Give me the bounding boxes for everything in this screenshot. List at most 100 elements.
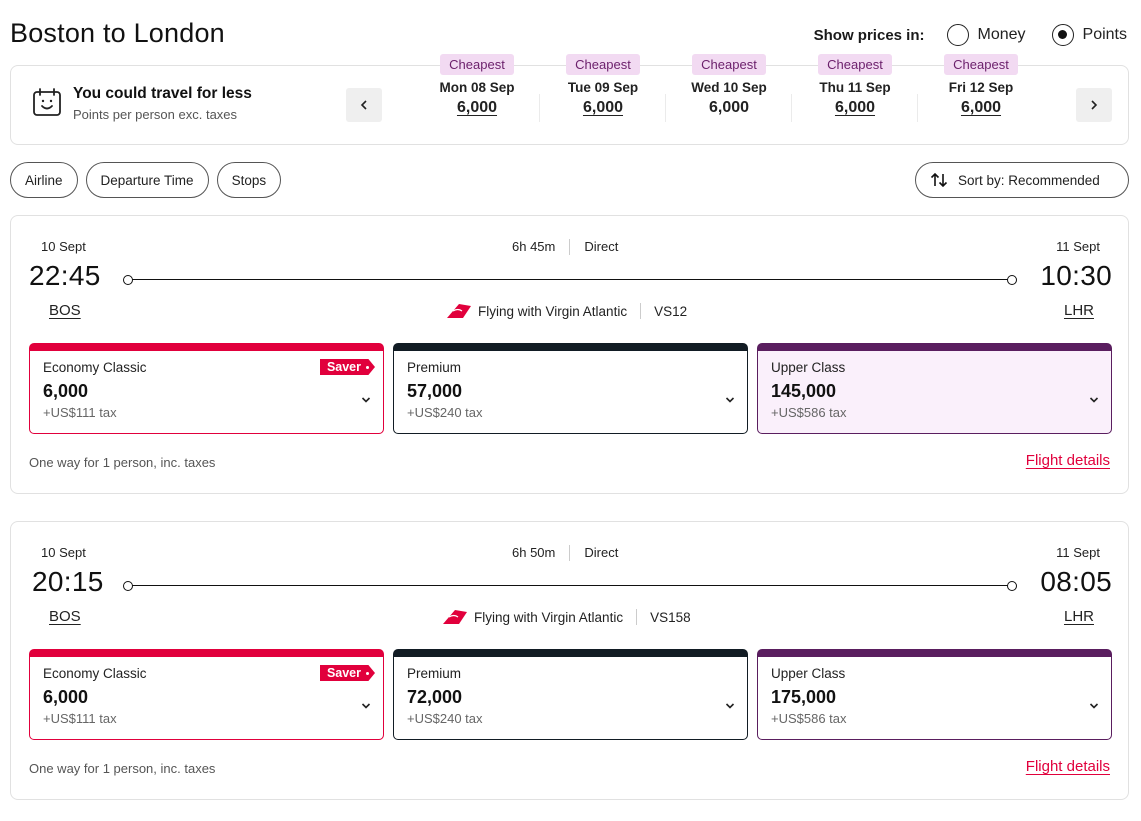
date-option-mon-08-sep[interactable]: Cheapest Mon 08 Sep 6,000	[414, 54, 540, 134]
fare-options: Economy Classic Saver 6,000 +US$111 tax …	[29, 343, 1112, 434]
fare-tax: +US$586 tax	[771, 711, 847, 726]
date-option-thu-11-sep[interactable]: Cheapest Thu 11 Sep 6,000	[792, 54, 918, 134]
fare-points: 6,000	[43, 381, 89, 401]
money-radio[interactable]	[946, 24, 969, 46]
airline-info: Flying with Virgin Atlantic VS158	[442, 608, 691, 626]
fare-tax: +US$111 tax	[43, 711, 117, 726]
fare-name: Premium	[407, 666, 462, 681]
chevron-down-icon	[1089, 397, 1099, 403]
travel-less-subtitle: Points per person exc. taxes	[73, 107, 238, 122]
previous-dates-button[interactable]	[346, 88, 382, 122]
upper-class-fare[interactable]: Upper Class 145,000 +US$586 tax	[757, 343, 1112, 434]
divider	[636, 609, 638, 625]
chevron-down-icon	[725, 397, 735, 403]
fare-tax: +US$111 tax	[43, 405, 117, 420]
cheapest-badge: Cheapest	[818, 54, 892, 75]
fare-tax: +US$240 tax	[407, 405, 483, 420]
divider	[569, 545, 571, 561]
travel-less-title: You could travel for less	[73, 85, 252, 102]
fare-points: 72,000	[407, 687, 463, 707]
arrival-time: 08:05	[1040, 566, 1112, 597]
date-option-wed-10-sep[interactable]: Cheapest Wed 10 Sep 6,000	[666, 54, 792, 134]
stops-filter-button[interactable]: Stops	[216, 162, 282, 198]
date-label: Wed 10 Sep	[691, 80, 767, 95]
economy-classic-fare[interactable]: Economy Classic Saver 6,000 +US$111 tax	[29, 649, 384, 740]
flight-details-link[interactable]: Flight details	[1025, 758, 1110, 775]
premium-fare[interactable]: Premium 72,000 +US$240 tax	[393, 649, 748, 740]
sort-label: Sort by: Recommended	[958, 172, 1100, 188]
date-option-fri-12-sep[interactable]: Cheapest Fri 12 Sep 6,000	[918, 54, 1044, 134]
points-radio[interactable]	[1051, 24, 1074, 46]
departure-time: 20:15	[32, 566, 104, 597]
arrival-airport-link[interactable]: LHR	[1063, 302, 1094, 319]
departure-airport-link[interactable]: BOS	[49, 608, 81, 625]
fare-points: 175,000	[771, 687, 837, 707]
departure-airport-link[interactable]: BOS	[49, 302, 81, 319]
sort-button[interactable]: Sort by: Recommended	[915, 162, 1129, 198]
flight-details-link[interactable]: Flight details	[1025, 452, 1110, 469]
fare-name: Upper Class	[771, 360, 846, 375]
date-price: 6,000	[960, 99, 1002, 116]
flight-stops: Direct	[584, 239, 619, 254]
filter-bar: Airline Departure Time Stops	[10, 162, 282, 198]
money-option[interactable]: Money	[946, 24, 1026, 46]
upper-class-fare[interactable]: Upper Class 175,000 +US$586 tax	[757, 649, 1112, 740]
cheapest-badge: Cheapest	[566, 54, 640, 75]
price-note: One way for 1 person, inc. taxes	[29, 455, 216, 470]
date-label: Mon 08 Sep	[439, 80, 515, 95]
cheapest-badge: Cheapest	[440, 54, 514, 75]
airline-info: Flying with Virgin Atlantic VS12	[446, 302, 687, 320]
arrival-date: 11 Sept	[1056, 545, 1100, 560]
next-dates-button[interactable]	[1076, 88, 1112, 122]
departure-time-filter-button[interactable]: Departure Time	[85, 162, 209, 198]
flight-duration-info: 6h 45m Direct	[512, 239, 618, 255]
fare-options: Economy Classic Saver 6,000 +US$111 tax …	[29, 649, 1112, 740]
money-option-label: Money	[977, 26, 1026, 43]
fare-tax: +US$586 tax	[771, 405, 847, 420]
price-note: One way for 1 person, inc. taxes	[29, 761, 216, 776]
flight-card: 10 Sept 6h 45m Direct 11 Sept 22:45 10:3…	[10, 215, 1129, 494]
route-line	[123, 275, 1017, 285]
chevron-down-icon	[361, 397, 371, 403]
fare-points: 6,000	[43, 687, 89, 707]
chevron-right-icon	[1091, 100, 1098, 110]
fare-points: 57,000	[407, 381, 463, 401]
flight-duration: 6h 50m	[512, 545, 556, 560]
date-price: 6,000	[834, 99, 876, 116]
fare-name: Premium	[407, 360, 462, 375]
airline-filter-button[interactable]: Airline	[10, 162, 78, 198]
flexible-dates-panel: You could travel for less Points per per…	[10, 54, 1129, 145]
points-option[interactable]: Points	[1051, 24, 1127, 46]
virgin-atlantic-logo-icon	[443, 610, 467, 624]
date-label: Fri 12 Sep	[948, 80, 1014, 95]
fare-name: Economy Classic	[43, 360, 147, 375]
arrival-airport-link[interactable]: LHR	[1063, 608, 1094, 625]
divider	[640, 303, 642, 319]
virgin-atlantic-logo-icon	[447, 304, 471, 318]
calendar-smile-icon	[33, 88, 61, 116]
chevron-down-icon	[1089, 703, 1099, 709]
arrival-time: 10:30	[1040, 260, 1112, 291]
date-options: Cheapest Mon 08 Sep 6,000 Cheapest Tue 0…	[414, 54, 1069, 134]
cheapest-badge: Cheapest	[692, 54, 766, 75]
chevron-left-icon	[360, 100, 367, 110]
saver-badge: Saver	[319, 359, 375, 375]
arrival-date: 11 Sept	[1056, 239, 1100, 254]
price-display-toggle: Show prices in: Money Points	[814, 24, 1127, 46]
divider	[569, 239, 571, 255]
departure-date: 10 Sept	[41, 545, 86, 560]
date-label: Thu 11 Sep	[819, 80, 891, 95]
cheapest-badge: Cheapest	[944, 54, 1018, 75]
date-price: 6,000	[708, 99, 750, 116]
date-price: 6,000	[456, 99, 498, 116]
airline-name: Flying with Virgin Atlantic	[478, 303, 628, 319]
flight-card: 10 Sept 6h 50m Direct 11 Sept 20:15 08:0…	[10, 521, 1129, 800]
premium-fare[interactable]: Premium 57,000 +US$240 tax	[393, 343, 748, 434]
departure-date: 10 Sept	[41, 239, 86, 254]
fare-points: 145,000	[771, 381, 837, 401]
points-option-label: Points	[1082, 26, 1127, 43]
economy-classic-fare[interactable]: Economy Classic Saver 6,000 +US$111 tax	[29, 343, 384, 434]
saver-badge: Saver	[319, 665, 375, 681]
date-option-tue-09-sep[interactable]: Cheapest Tue 09 Sep 6,000	[540, 54, 666, 134]
route-line	[123, 581, 1017, 591]
